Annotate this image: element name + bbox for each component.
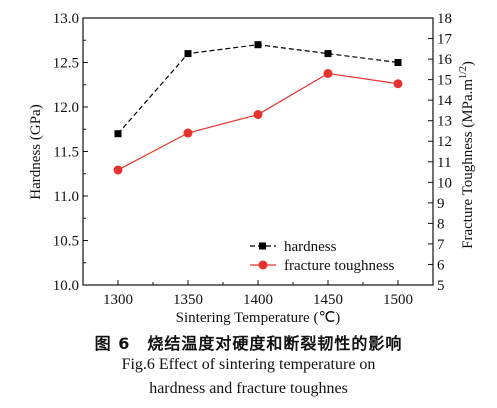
point-fracture-toughness: [183, 128, 193, 138]
y-right-tick-label: 8: [437, 216, 445, 232]
series-line-fracture-toughness: [117, 72, 399, 171]
y-right-tick-label: 7: [437, 237, 445, 253]
point-hardness: [324, 50, 332, 58]
y-left-tick-label: 11.5: [53, 145, 79, 161]
y-right-tick-label: 13: [437, 114, 452, 130]
caption-english-line1: Fig.6 Effect of sintering temperature on: [121, 356, 376, 373]
y-left-tick-label: 10.5: [53, 234, 79, 250]
plot-frame: [82, 17, 434, 286]
point-fracture-toughness: [113, 165, 123, 175]
legend: hardness fracture toughness: [250, 239, 395, 274]
x-tick-label: 1400: [243, 292, 273, 308]
y-right-tick-label: 11: [437, 155, 451, 171]
y-right-tick-label: 12: [437, 134, 452, 150]
y-right-tick-label: 14: [437, 93, 453, 109]
point-hardness: [254, 41, 262, 49]
x-tick-label: 1500: [383, 292, 413, 308]
legend-hardness-label: hardness: [284, 239, 337, 255]
point-fracture-toughness: [323, 68, 333, 78]
y-right-tick-label: 17: [437, 32, 453, 48]
point-hardness: [394, 59, 402, 66]
caption-chinese: 图 6 烧结温度对硬度和断裂韧性的影响: [94, 334, 403, 353]
y-right-tick-label: 6: [437, 257, 445, 273]
chart-svg: 10.0 10.5 11.0 11.5 12.0 12.5 13.0 5 6 7 8 9 10 11 12 1…: [28, 11, 476, 326]
y-axis-right-label-sup: 1/2: [458, 66, 469, 79]
caption-english-line2: hardness and fracture toughnes: [149, 380, 348, 397]
x-tick-label: 1450: [313, 292, 343, 308]
y-left-tick-label: 13.0: [53, 11, 79, 27]
legend-toughness-label: fracture toughness: [284, 258, 395, 274]
legend-toughness-marker: [258, 260, 268, 270]
y-left-tick-label: 11.0: [53, 189, 79, 205]
y-axis-left-label: Hardness (GPa): [28, 104, 44, 199]
y-axis-right-label-close: ): [460, 61, 476, 66]
y-right-tick-label: 10: [437, 175, 452, 191]
x-axis-label: Sintering Temperature (℃): [176, 310, 341, 326]
y-left-tick-label: 12.5: [53, 56, 79, 72]
point-fracture-toughness: [393, 79, 403, 89]
legend-hardness-marker: [259, 242, 266, 250]
y-right-tick-label: 9: [437, 196, 445, 212]
y-right-tick-label: 15: [437, 73, 452, 89]
y-right-tick-label: 16: [437, 52, 453, 68]
y-right-tick-label: 5: [437, 278, 445, 294]
point-hardness: [184, 50, 192, 58]
y-axis-right-label: Fracture Toughness (MPa.m1/2): [458, 61, 476, 249]
point-hardness: [114, 130, 122, 138]
y-right-tick-label: 18: [437, 11, 452, 27]
x-tick-label: 1350: [173, 292, 203, 308]
y-left-tick-label: 10.0: [53, 278, 79, 294]
series-line-hardness: [117, 44, 399, 135]
y-left-tick-label: 12.0: [53, 100, 79, 116]
y-axis-right-label-main: Fracture Toughness (MPa.m: [460, 79, 476, 249]
point-fracture-toughness: [253, 110, 263, 120]
x-tick-label: 1300: [103, 292, 133, 308]
